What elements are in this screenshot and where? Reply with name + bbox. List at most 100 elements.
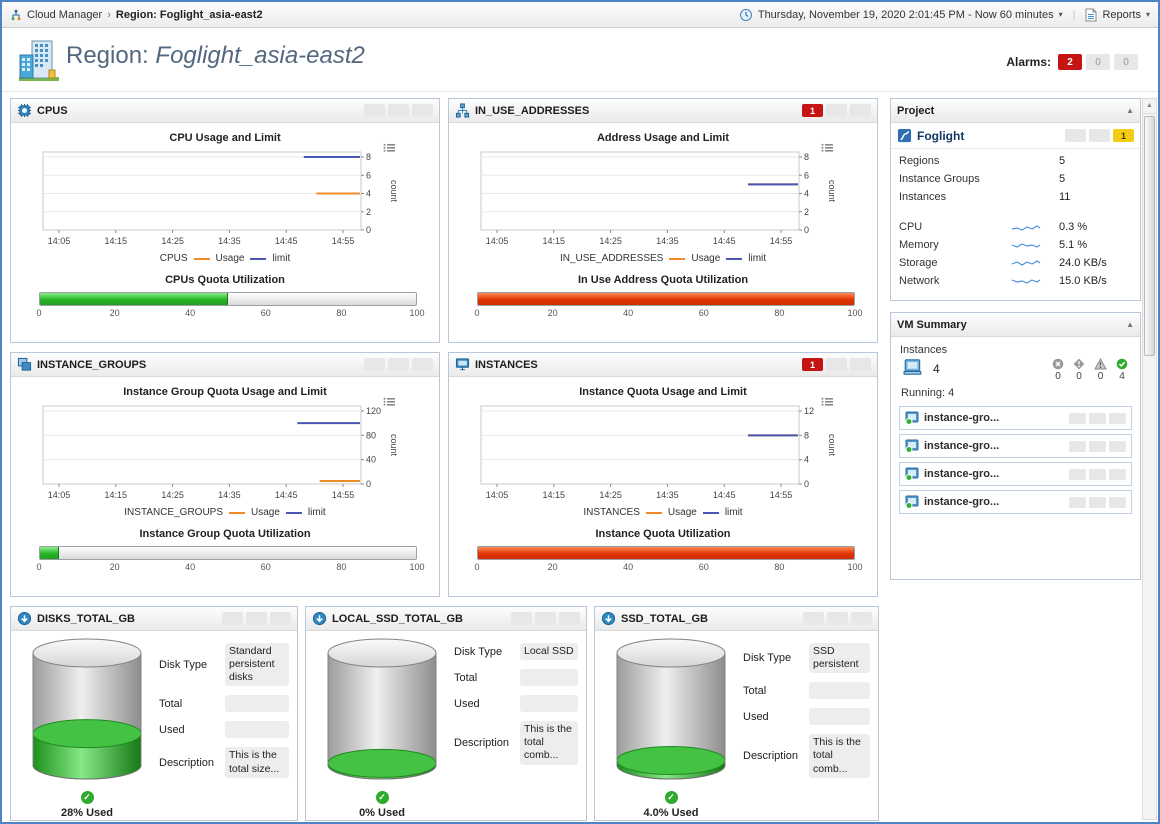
vm-instance-icon — [905, 467, 919, 481]
alarm-badge[interactable] — [851, 612, 872, 625]
scrollbar-thumb[interactable] — [1144, 116, 1155, 356]
normal-check-icon — [375, 791, 389, 804]
alarm-badge[interactable] — [1069, 412, 1086, 424]
alarm-badge[interactable] — [1089, 468, 1106, 480]
alarm-badge[interactable] — [1069, 468, 1086, 480]
alarm-badge[interactable] — [1109, 496, 1126, 508]
count-value: 5 — [1059, 173, 1066, 185]
chart-menu-icon[interactable] — [383, 143, 395, 153]
count-value: 11 — [1059, 191, 1071, 203]
count-value: 5 — [1059, 155, 1066, 167]
alarm-badge[interactable] — [1109, 440, 1126, 452]
chart-menu-icon[interactable] — [383, 397, 395, 407]
project-metric-row: Storage 24.0 KB/s — [891, 254, 1140, 272]
alarm-count-badge-fatal[interactable]: 2 — [1058, 54, 1082, 70]
alarm-badge[interactable]: 1 — [802, 358, 823, 371]
alarm-badge[interactable] — [803, 612, 824, 625]
project-summary-row[interactable]: Foglight 1 — [891, 123, 1140, 149]
alarm-badge[interactable] — [1089, 496, 1106, 508]
status-fatal[interactable]: 0 — [1052, 358, 1064, 382]
alarm-badge[interactable] — [412, 104, 433, 117]
alarm-badge[interactable] — [535, 612, 556, 625]
svg-text:6: 6 — [366, 170, 371, 180]
field-value — [520, 695, 578, 713]
time-range-selector[interactable]: Thursday, November 19, 2020 2:01:45 PM -… — [757, 8, 1054, 21]
alarm-badge[interactable] — [1089, 129, 1110, 142]
sparkline — [1011, 257, 1051, 269]
svg-text:2: 2 — [804, 207, 809, 217]
collapse-icon[interactable] — [1126, 106, 1134, 115]
panel-title: INSTANCES — [475, 358, 538, 371]
reports-menu[interactable]: Reports — [1102, 8, 1141, 21]
usage-swatch — [193, 257, 210, 260]
breadcrumb-current: Region: Foglight_asia-east2 — [115, 8, 263, 21]
metric-label: Memory — [899, 239, 939, 251]
count-label: Instance Groups — [899, 173, 980, 185]
panel-title: VM Summary — [897, 318, 967, 331]
sparkline — [1011, 275, 1051, 287]
alarm-badge[interactable] — [511, 612, 532, 625]
alarm-badge[interactable] — [559, 612, 580, 625]
alarm-badge[interactable] — [1109, 412, 1126, 424]
instance-list-item[interactable]: instance-gro... — [899, 462, 1132, 486]
limit-swatch — [726, 257, 743, 260]
alarm-badge[interactable] — [412, 358, 433, 371]
alarm-count-badge-warning[interactable]: 0 — [1086, 54, 1110, 70]
alarm-badge[interactable] — [364, 104, 385, 117]
alarm-badge[interactable] — [1089, 412, 1106, 424]
field-row: Description This is the total comb... — [454, 721, 578, 765]
quota-utilization-bar: 0 20 40 60 80 100 — [474, 292, 863, 320]
alarm-badge[interactable] — [826, 104, 847, 117]
svg-text:0: 0 — [804, 225, 809, 235]
alarm-badge[interactable] — [1069, 440, 1086, 452]
alarm-badge[interactable] — [364, 358, 385, 371]
collapse-icon[interactable] — [1126, 320, 1134, 329]
breadcrumb-app-link[interactable]: Cloud Manager — [27, 8, 103, 21]
instance-list-item[interactable]: instance-gro... — [899, 434, 1132, 458]
vertical-scrollbar[interactable] — [1142, 98, 1157, 820]
alarm-badge[interactable]: 1 — [802, 104, 823, 117]
alarm-badge[interactable] — [246, 612, 267, 625]
reports-caret-icon[interactable] — [1146, 10, 1150, 19]
project-count-row: Regions 5 — [891, 152, 1140, 170]
legend-limit-label: limit — [748, 253, 767, 264]
chart-menu-icon[interactable] — [821, 143, 833, 153]
alarm-badge[interactable] — [270, 612, 291, 625]
svg-text:14:05: 14:05 — [48, 236, 71, 246]
alarm-badge[interactable] — [1089, 440, 1106, 452]
status-warning[interactable]: 0 — [1094, 358, 1107, 382]
disk-usage-body: Disk Type Local SSD Total Used Descripti… — [306, 631, 586, 821]
field-row: Description This is the total size... — [159, 747, 289, 778]
instance-list-item[interactable]: instance-gro... — [899, 490, 1132, 514]
chart-menu-icon[interactable] — [821, 397, 833, 407]
alarm-count-badge-info[interactable]: 0 — [1114, 54, 1138, 70]
alarm-badge[interactable] — [222, 612, 243, 625]
panel-title: DISKS_TOTAL_GB — [37, 612, 135, 625]
status-normal[interactable]: 4 — [1116, 358, 1128, 382]
alarm-badge[interactable] — [1109, 468, 1126, 480]
alarm-badge[interactable] — [1069, 496, 1086, 508]
panel-instance-groups: INSTANCE_GROUPS Instance Group Quota Usa… — [10, 352, 440, 597]
alarm-badge[interactable] — [827, 612, 848, 625]
alarm-badge[interactable] — [388, 104, 409, 117]
alarm-badge[interactable] — [850, 358, 871, 371]
quota-fill — [40, 293, 228, 305]
field-label: Disk Type — [743, 652, 792, 665]
alarm-badge[interactable] — [850, 104, 871, 117]
metric-label: Network — [899, 275, 940, 287]
count-label: Regions — [899, 155, 940, 167]
alarm-badge[interactable] — [1065, 129, 1086, 142]
alarm-badge[interactable] — [388, 358, 409, 371]
scroll-up-arrow-icon[interactable] — [1143, 99, 1156, 114]
svg-text:count: count — [389, 180, 399, 203]
top-bar: Cloud Manager Region: Foglight_asia-east… — [2, 2, 1158, 28]
instance-list-item[interactable]: instance-gro... — [899, 406, 1132, 430]
field-label: Disk Type — [454, 645, 503, 658]
time-range-caret-icon[interactable] — [1059, 10, 1063, 19]
panel-project: Project Foglight 1 Regions 5 Instance Gr… — [890, 98, 1141, 301]
alarm-badge[interactable]: 1 — [1113, 129, 1134, 142]
usage-swatch — [229, 511, 246, 514]
alarm-badge[interactable] — [826, 358, 847, 371]
project-name[interactable]: Foglight — [917, 128, 965, 143]
status-critical[interactable]: 0 — [1073, 358, 1085, 382]
